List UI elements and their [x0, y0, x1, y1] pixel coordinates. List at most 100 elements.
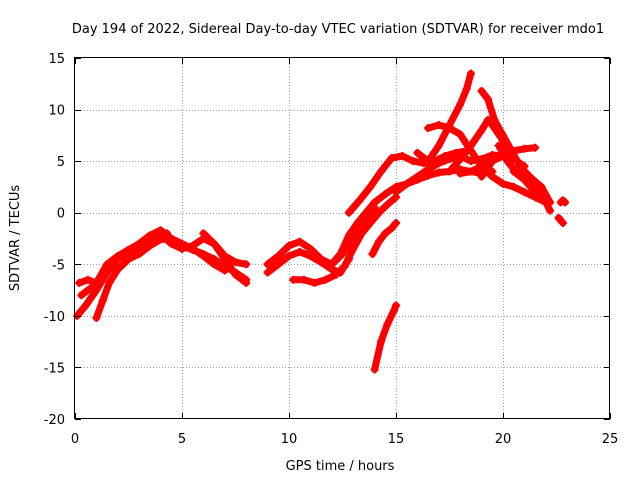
data-point	[528, 175, 537, 184]
series-track-11	[370, 301, 400, 374]
data-point	[120, 249, 129, 258]
data-point	[285, 252, 293, 261]
data-point	[392, 301, 400, 310]
data-point	[321, 275, 330, 284]
data-point	[389, 306, 398, 315]
data-point	[561, 198, 570, 207]
data-point	[445, 124, 454, 133]
data-point	[92, 313, 101, 322]
data-point	[477, 162, 486, 171]
series-track-24	[554, 213, 567, 228]
data-point	[546, 206, 555, 215]
data-point	[295, 237, 304, 246]
data-point	[231, 270, 240, 279]
series-track-8	[289, 193, 400, 287]
data-point	[242, 260, 251, 269]
data-point	[370, 198, 379, 207]
data-point	[398, 151, 407, 160]
data-point	[488, 157, 497, 166]
series-line	[92, 235, 229, 322]
data-point	[336, 249, 345, 258]
data-point	[355, 196, 364, 205]
data-point	[210, 260, 219, 269]
x-tick-labels: 0 5 10 15 20 25	[71, 432, 618, 447]
data-point	[520, 144, 529, 153]
data-point	[387, 224, 396, 233]
data-point	[477, 172, 486, 181]
data-point	[520, 162, 529, 171]
data-point	[377, 167, 386, 176]
data-point	[88, 282, 97, 291]
y-tick-label: -5	[52, 258, 65, 273]
data-point	[424, 157, 433, 166]
x-tick-label: 25	[602, 432, 619, 447]
series-track-12	[368, 219, 400, 258]
data-point	[424, 124, 433, 133]
data-point	[199, 252, 208, 261]
data-point	[306, 252, 315, 261]
data-point	[75, 278, 84, 287]
data-point	[558, 219, 567, 228]
data-point	[413, 148, 422, 157]
data-point	[409, 157, 418, 166]
data-point	[109, 258, 118, 267]
chart-title: Day 194 of 2022, Sidereal Day-to-day VTE…	[72, 22, 604, 37]
data-point	[531, 188, 540, 197]
data-point	[466, 157, 475, 166]
data-point	[381, 229, 390, 238]
data-point	[231, 258, 240, 267]
data-point	[477, 126, 486, 135]
data-point	[105, 278, 114, 287]
data-point	[366, 219, 375, 228]
series-line	[413, 70, 475, 165]
data-point	[531, 143, 540, 152]
data-point	[289, 275, 298, 284]
data-point	[199, 229, 208, 238]
data-point	[141, 239, 150, 248]
series-line	[510, 168, 545, 196]
data-point	[332, 270, 341, 279]
data-point	[362, 208, 371, 217]
data-point	[387, 154, 396, 163]
data-point	[445, 167, 454, 176]
y-tick-label: 5	[57, 155, 65, 170]
data-point	[456, 169, 465, 178]
x-axis-label: GPS time / hours	[286, 459, 395, 474]
series-track-16	[445, 115, 493, 176]
y-tick-label: 10	[48, 104, 65, 119]
data-point	[98, 270, 107, 279]
data-point	[299, 275, 308, 284]
data-point	[466, 141, 475, 150]
data-point	[152, 233, 161, 242]
data-point	[383, 200, 392, 209]
y-tick-label: -10	[44, 310, 65, 325]
data-point	[98, 296, 107, 305]
data-point	[77, 291, 86, 300]
x-tick-label: 20	[495, 432, 512, 447]
data-point	[274, 252, 283, 261]
series-track-5	[199, 229, 251, 269]
data-point	[546, 198, 555, 207]
data-point	[374, 237, 383, 246]
data-point	[520, 188, 529, 197]
data-point	[163, 229, 172, 238]
series-line	[371, 302, 400, 373]
data-point	[503, 157, 512, 166]
data-point	[381, 190, 390, 199]
data-point	[456, 155, 465, 164]
data-point	[344, 208, 353, 217]
series-track-23	[556, 196, 570, 207]
data-point	[306, 244, 315, 253]
data-point	[424, 165, 433, 174]
data-point	[509, 167, 518, 176]
data-point	[537, 182, 546, 191]
y-tick-label: -20	[44, 413, 65, 428]
data-point	[499, 136, 507, 145]
data-point	[434, 121, 443, 130]
data-point	[434, 141, 443, 150]
data-point	[220, 252, 229, 261]
y-tick-label: 15	[48, 52, 65, 67]
data-point	[462, 84, 471, 93]
data-point	[357, 229, 366, 238]
